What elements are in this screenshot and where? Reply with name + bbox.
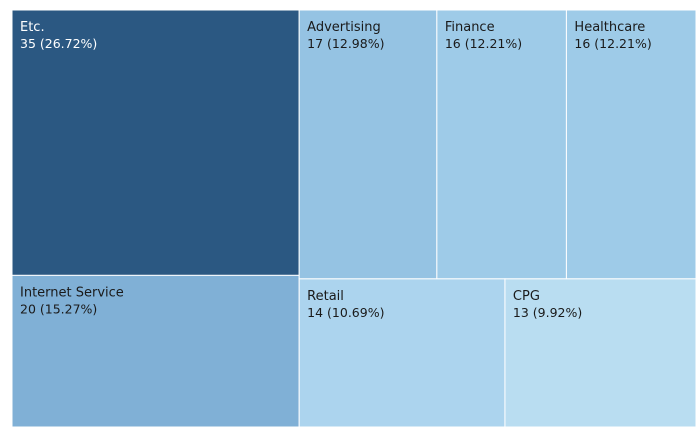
tile-rect-advertising[interactable] bbox=[298, 9, 438, 280]
tile-rect-finance[interactable] bbox=[436, 9, 567, 280]
tile-label-internet-service: Internet Service bbox=[20, 285, 124, 300]
tile-etc[interactable]: Etc.35 (26.72%) bbox=[11, 9, 300, 276]
tile-label-retail: Retail bbox=[307, 289, 344, 304]
tile-value-internet-service: 20 (15.27%) bbox=[20, 301, 97, 316]
tile-rect-healthcare[interactable] bbox=[565, 9, 697, 280]
tile-rect-cpg[interactable] bbox=[504, 278, 697, 428]
tile-value-finance: 16 (12.21%) bbox=[445, 36, 522, 51]
tile-value-retail: 14 (10.69%) bbox=[307, 305, 384, 320]
tile-label-finance: Finance bbox=[445, 20, 495, 35]
tile-rect-internet-service[interactable] bbox=[11, 274, 300, 428]
tile-label-etc: Etc. bbox=[20, 20, 45, 35]
tile-value-advertising: 17 (12.98%) bbox=[307, 36, 384, 51]
tile-rect-retail[interactable] bbox=[298, 278, 506, 428]
tile-rect-etc[interactable] bbox=[11, 9, 300, 276]
tile-label-healthcare: Healthcare bbox=[574, 20, 645, 35]
tile-value-cpg: 13 (9.92%) bbox=[513, 305, 582, 320]
tile-label-advertising: Advertising bbox=[307, 20, 381, 35]
tile-label-cpg: CPG bbox=[513, 289, 540, 304]
tile-value-healthcare: 16 (12.21%) bbox=[574, 36, 651, 51]
tile-value-etc: 35 (26.72%) bbox=[20, 36, 97, 51]
